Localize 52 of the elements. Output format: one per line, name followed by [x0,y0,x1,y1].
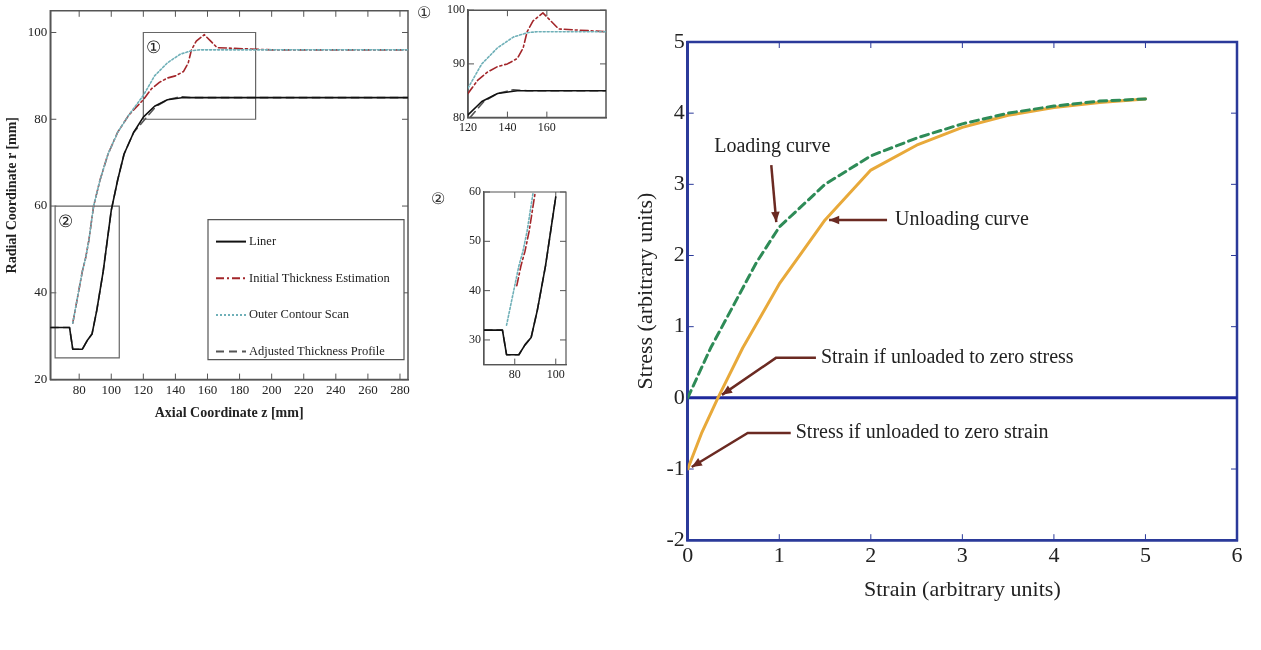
x-tick-label: 5 [1139,542,1151,568]
x-axis-title: Axial Coordinate z [mm] [154,405,304,421]
y-tick-label: 100 [447,2,465,17]
x-tick-label: 160 [537,119,556,134]
legend-label: Liner [249,233,277,248]
y-tick-label: 40 [469,282,481,297]
x-tick-label: 120 [133,381,154,397]
x-tick-label: 240 [326,381,346,397]
x-axis-title: Strain (arbitrary units) [864,575,1061,601]
annotation: ② [57,211,73,231]
annotation: ① [145,37,161,57]
x-tick-label: 140 [498,119,517,134]
x-tick-label: 160 [197,381,218,397]
y-tick-label: 90 [453,56,465,71]
x-tick-label: 180 [229,381,250,397]
annotation: Stress if unloaded to zero strain [795,420,1049,443]
y-tick-label: 50 [469,233,481,248]
legend-label: Initial Thickness Estimation [249,270,391,285]
legend-label: Adjusted Thickness Profile [249,343,386,358]
y-tick-label: 2 [673,241,685,267]
x-tick-label: 260 [358,381,378,397]
y-tick-label: 20 [34,371,48,387]
x-tick-label: 200 [261,381,282,397]
y-tick-label: 80 [453,109,465,124]
y-tick-label: 5 [673,27,685,53]
x-tick-label: 6 [1231,542,1243,568]
annotation: Strain if unloaded to zero stress [820,345,1074,368]
x-tick-label: 280 [390,381,410,397]
y-tick-label: 60 [34,197,48,213]
x-tick-label: 220 [293,381,314,397]
x-tick-label: 80 [72,381,86,397]
x-tick-label: 3 [956,542,968,568]
annotation: Loading curve [714,134,831,158]
x-tick-label: 1 [773,542,785,568]
y-axis-title: Radial Coordinate r [mm] [4,116,20,274]
y-tick-label: 3 [673,170,685,196]
y-tick-label: 1 [673,312,685,338]
x-tick-label: 4 [1048,542,1060,568]
legend-label: Outer Contour Scan [249,307,350,322]
chart-title: ② [431,190,445,208]
chart-title: ① [417,4,431,22]
y-tick-label: 30 [469,332,481,347]
y-tick-label: -1 [666,454,685,480]
y-axis-title: Stress (arbitrary units) [631,192,657,390]
y-tick-label: 60 [469,184,481,199]
x-tick-label: 2 [865,542,877,568]
x-tick-label: 140 [165,381,186,397]
y-tick-label: 40 [34,284,48,300]
x-tick-label: 100 [101,381,121,397]
annotation: Unloading curve [895,207,1030,231]
y-tick-label: -2 [666,525,685,551]
y-tick-label: 100 [27,23,48,39]
